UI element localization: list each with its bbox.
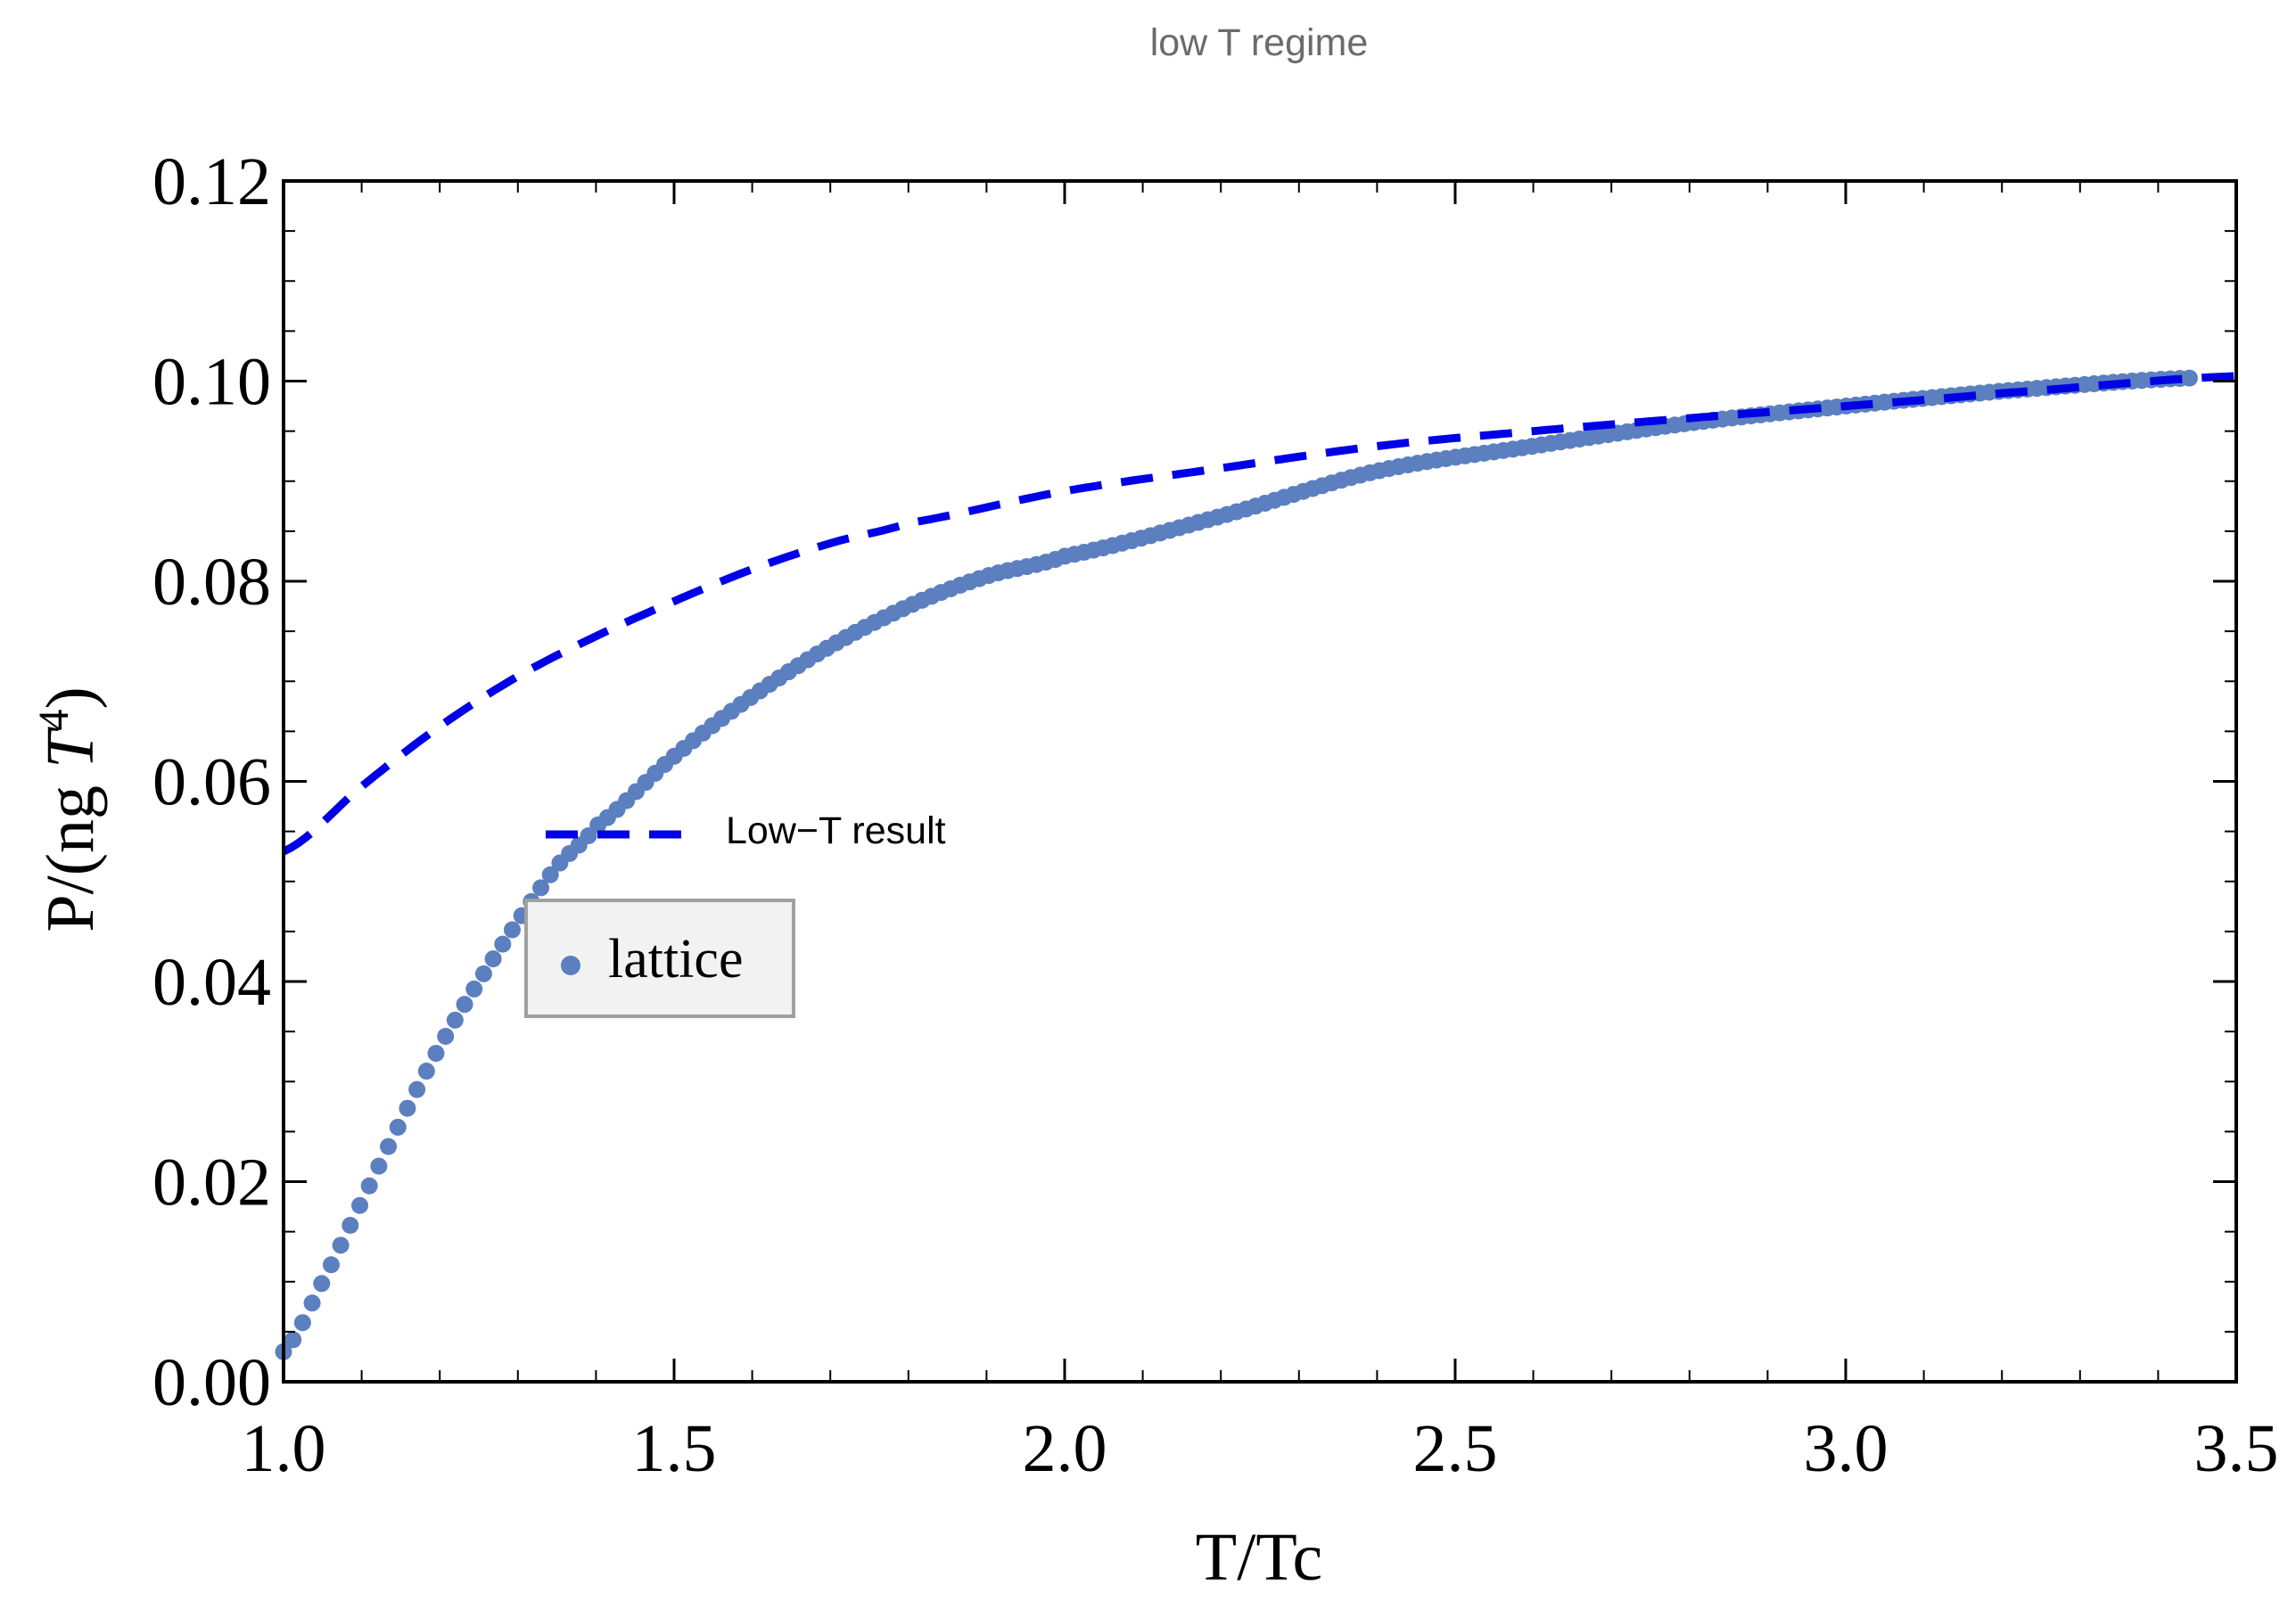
lattice-point — [417, 1063, 435, 1080]
lattice-point — [427, 1045, 445, 1063]
x-tick-label: 2.5 — [1413, 1411, 1498, 1486]
lattice-point — [484, 950, 502, 968]
chart-title: low T regime — [1150, 21, 1369, 64]
y-axis-label: P/(ng T4) — [30, 686, 108, 932]
axes: 1.0 1.5 2.0 2.5 3.0 3.5 0.00 0.02 0.04 0.06 0.08 0.… — [152, 144, 2279, 1486]
x-tick-label: 1.5 — [632, 1411, 717, 1486]
lattice-point — [293, 1314, 311, 1332]
legend-point-swatch — [561, 956, 580, 975]
y-tick-label: 0.04 — [152, 945, 271, 1020]
lattice-point — [465, 980, 483, 998]
y-tick-label: 0.06 — [152, 745, 271, 820]
legend-points-box: lattice — [524, 899, 795, 1018]
lattice-point — [332, 1236, 350, 1254]
x-axis-label: T/Tc — [1196, 1520, 1322, 1595]
x-tick-label: 3.5 — [2194, 1411, 2279, 1486]
x-tick-label: 2.0 — [1023, 1411, 1107, 1486]
lattice-point — [541, 866, 559, 883]
lattice-point — [370, 1157, 388, 1175]
lattice-point — [342, 1217, 359, 1235]
lattice-point — [474, 965, 492, 982]
y-tick-label: 0.08 — [152, 545, 271, 620]
y-tick-label: 0.10 — [152, 345, 271, 420]
lattice-point — [303, 1294, 321, 1312]
lattice-point — [532, 879, 550, 897]
lattice-point — [399, 1099, 416, 1117]
legend-line-label: Low−T result — [726, 809, 946, 852]
lattice-point — [494, 935, 512, 953]
low-t-result-curve — [281, 372, 2237, 856]
lattice-point — [360, 1177, 378, 1195]
lattice-point — [284, 1331, 302, 1349]
lattice-point — [380, 1138, 398, 1155]
lattice-point — [389, 1118, 407, 1136]
plot-frame — [282, 179, 2238, 1384]
x-tick-label: 1.0 — [242, 1411, 326, 1486]
y-tick-label: 0.02 — [152, 1146, 271, 1220]
lattice-points — [275, 369, 2198, 1360]
x-tick-label: 3.0 — [1804, 1411, 1889, 1486]
lattice-point — [503, 921, 521, 939]
lattice-point — [408, 1080, 426, 1098]
legend-line-entry: Low−T result — [546, 809, 946, 852]
lattice-point — [456, 996, 473, 1014]
lattice-point — [350, 1196, 368, 1214]
legend-points-label: lattice — [608, 929, 743, 990]
lattice-point — [313, 1275, 331, 1293]
lattice-point — [437, 1028, 455, 1046]
y-tick-label: 0.12 — [152, 144, 271, 219]
y-tick-label: 0.00 — [152, 1345, 271, 1420]
low-t-result-line — [281, 372, 2237, 856]
lattice-point — [322, 1256, 340, 1274]
lattice-point — [2180, 369, 2198, 387]
lattice-point — [446, 1011, 464, 1029]
